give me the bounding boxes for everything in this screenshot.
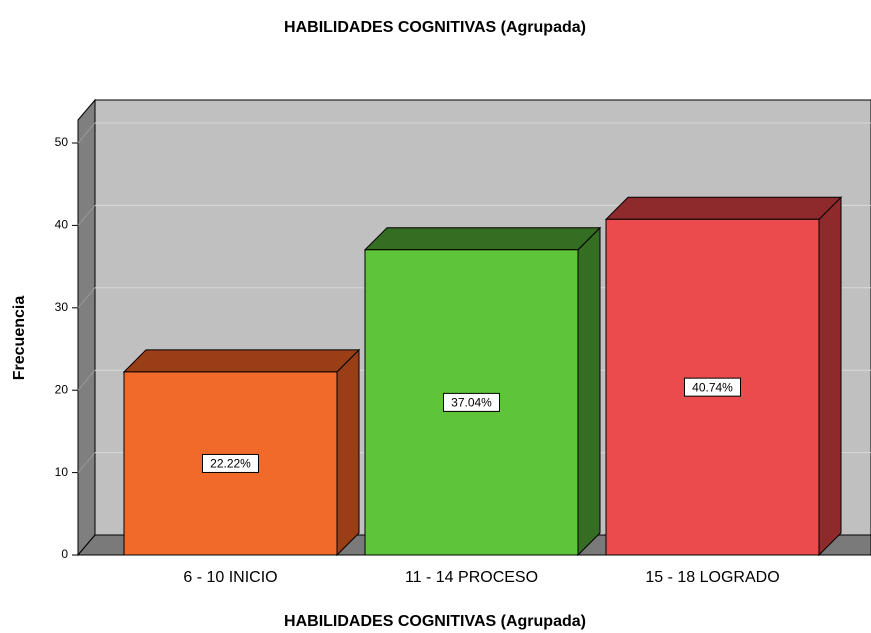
y-tick-label: 40: [55, 218, 69, 232]
grid-line: [77, 287, 96, 309]
value-label-box: [443, 392, 500, 412]
value-label-box: [684, 377, 741, 397]
x-tick-label: 6 - 10 INICIO: [183, 569, 277, 586]
bars: 22.22% 37.04% 40.74%: [122, 196, 843, 557]
left-wall: [77, 98, 96, 557]
value-label: 37.04%: [451, 396, 492, 410]
grid-line: [77, 205, 96, 226]
chart-title: HABILIDADES COGNITIVAS (Agrupada): [284, 19, 586, 36]
y-tick-label: 30: [55, 300, 69, 314]
y-tick-label: 10: [55, 465, 69, 479]
bar-top: [604, 196, 843, 220]
y-tick-label: 0: [61, 547, 68, 561]
value-label: 40.74%: [692, 380, 733, 394]
bar-side: [577, 226, 601, 557]
value-label: 22.22%: [210, 457, 251, 471]
bar: [605, 218, 820, 556]
value-label-box: [202, 453, 259, 473]
grid-line: [77, 452, 96, 473]
x-axis-title: HABILIDADES COGNITIVAS (Agrupada): [284, 613, 586, 630]
bar-top: [122, 349, 361, 373]
y-tick-label: 20: [55, 382, 69, 396]
bar-side: [336, 348, 360, 557]
bar-top: [363, 227, 602, 251]
y-axis-title: Frecuencia: [11, 296, 28, 381]
x-tick-label: 15 - 18 LOGRADO: [645, 569, 779, 586]
bar-side: [818, 196, 842, 557]
grid-line: [77, 122, 96, 144]
grid-line: [77, 369, 96, 391]
x-tick-label: 11 - 14 PROCESO: [405, 569, 538, 586]
y-tick-label: 50: [55, 135, 69, 149]
